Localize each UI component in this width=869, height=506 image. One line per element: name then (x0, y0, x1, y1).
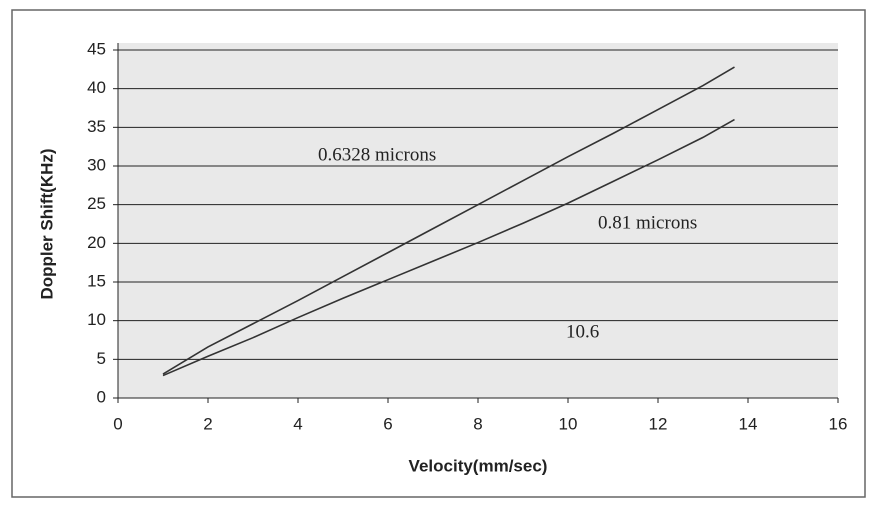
y-tick-label: 35 (87, 117, 106, 136)
annotation: 0.81 microns (598, 212, 697, 233)
y-tick-label: 20 (87, 233, 106, 252)
y-tick-label: 25 (87, 194, 106, 213)
x-tick-label: 0 (113, 414, 122, 433)
plot-area (118, 43, 838, 398)
x-tick-label: 10 (559, 414, 578, 433)
x-tick-label: 8 (473, 414, 482, 433)
series-line (162, 66, 735, 375)
y-tick-label: 40 (87, 78, 106, 97)
x-tick-label: 4 (293, 414, 302, 433)
y-tick-label: 15 (87, 271, 106, 290)
x-tick-label: 2 (203, 414, 212, 433)
x-tick-label: 14 (739, 414, 758, 433)
annotation: 10.6 (566, 321, 599, 342)
x-tick-label: 6 (383, 414, 392, 433)
y-axis-title: Doppler Shift(KHz) (37, 148, 56, 299)
x-tick-label: 12 (649, 414, 668, 433)
y-tick-label: 0 (97, 387, 106, 406)
y-tick-label: 10 (87, 310, 106, 329)
x-tick-label: 16 (829, 414, 848, 433)
y-tick-label: 30 (87, 155, 106, 174)
series-line (162, 118, 735, 377)
annotation: 0.6328 microns (318, 144, 436, 165)
y-tick-label: 45 (87, 39, 106, 58)
x-axis-title: Velocity(mm/sec) (409, 456, 548, 475)
y-tick-label: 5 (97, 349, 106, 368)
